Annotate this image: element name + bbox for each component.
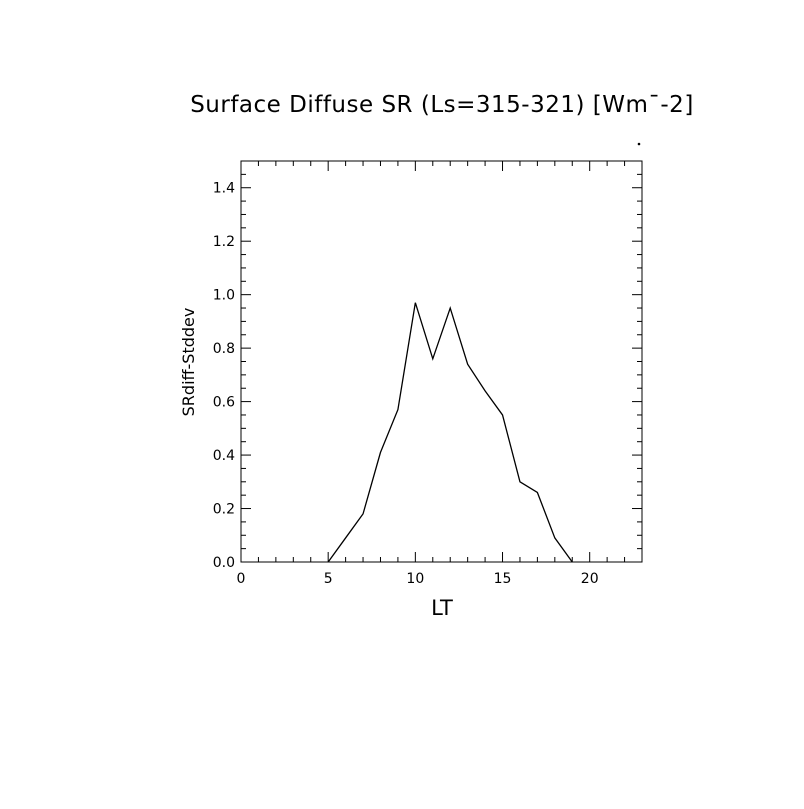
x-tick-label: 10 bbox=[406, 571, 424, 587]
y-tick-label: 0.8 bbox=[213, 341, 235, 357]
x-tick-label: 20 bbox=[581, 571, 599, 587]
x-tick-label: 15 bbox=[494, 571, 512, 587]
y-tick-label: 0.6 bbox=[213, 395, 235, 411]
y-tick-label: 1.2 bbox=[213, 234, 235, 250]
plot-frame bbox=[240, 160, 643, 563]
y-tick-label: 1.4 bbox=[213, 181, 235, 197]
y-axis-label: SRdiff-Stddev bbox=[179, 308, 198, 417]
y-tick-label: 0.4 bbox=[213, 448, 235, 464]
series-line bbox=[327, 302, 573, 563]
x-tick-label: 0 bbox=[237, 571, 246, 587]
chart-title: Surface Diffuse SR (Ls=315-321) [Wm¯-2] bbox=[190, 92, 694, 118]
y-tick-label: 0.2 bbox=[213, 502, 235, 518]
x-tick-label: 5 bbox=[324, 571, 333, 587]
plot-area: 0 5 10 15 20 0.0 0.2 0.4 0.6 0.8 1.0 1.2 1.4 bbox=[213, 142, 643, 587]
x-axis-label: LT bbox=[431, 596, 453, 620]
y-tick-label: 1.0 bbox=[213, 288, 235, 304]
y-tick-label: 0.0 bbox=[213, 555, 235, 571]
marker-dot bbox=[637, 142, 641, 146]
